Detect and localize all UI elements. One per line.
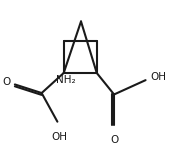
Text: OH: OH: [150, 72, 166, 82]
Text: O: O: [110, 135, 118, 145]
Text: O: O: [2, 77, 10, 87]
Text: OH: OH: [51, 132, 67, 142]
Text: NH₂: NH₂: [56, 75, 75, 85]
